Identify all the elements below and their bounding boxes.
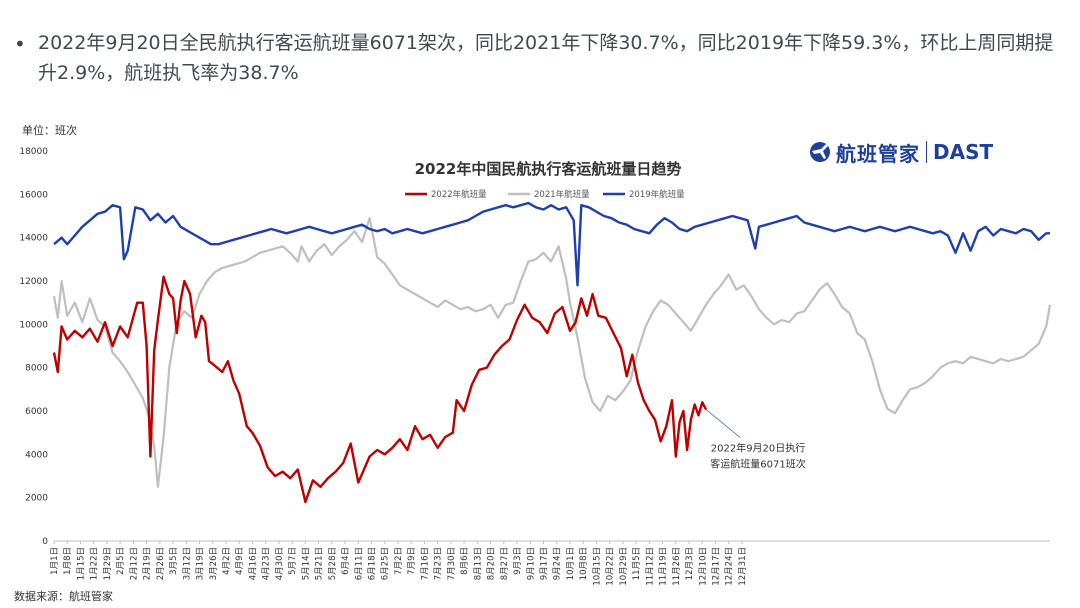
chart-title: 2022年中国民航执行客运航班量日趋势	[415, 160, 682, 178]
x-tick-label: 8月20日	[487, 547, 497, 580]
x-tick-label: 1月22日	[90, 547, 100, 580]
data-source: 数据来源：航班管家	[14, 590, 113, 603]
x-tick-label: 1月8日	[63, 547, 73, 575]
x-tick-label: 4月2日	[222, 547, 232, 575]
data-annotation: 2022年9月20日执行 客运航班量6071班次	[705, 409, 806, 470]
x-tick-label: 5月21日	[315, 547, 325, 580]
x-tick-label: 4月9日	[235, 547, 245, 575]
x-tick-label: 9月24日	[553, 547, 563, 580]
legend-label-s2021: 2021年航班量	[534, 189, 590, 200]
x-tick-label: 12月3日	[685, 547, 695, 580]
x-tick-label: 2月12日	[129, 547, 139, 580]
x-tick-label: 11月5日	[632, 547, 642, 580]
x-tick-label: 12月17日	[711, 547, 721, 586]
x-axis: 1月1日 1月8日 1月15日 1月22日 1月29日 2月5日 2月12日 2月19日 2月2…	[50, 540, 1050, 586]
x-tick-label: 8月27日	[500, 547, 510, 580]
x-tick-label: 10月8日	[579, 547, 589, 580]
x-tick-label: 7月2日	[394, 547, 404, 575]
x-tick-label: 5月14日	[301, 547, 311, 580]
bullet-dot-icon: •	[14, 32, 26, 56]
globe-plane-icon	[810, 142, 830, 162]
x-tick-label: 4月30日	[275, 547, 285, 580]
x-tick-label: 3月5日	[169, 547, 179, 575]
logo-english-text: DAST	[933, 140, 994, 164]
series-layer	[52, 201, 1052, 504]
x-tick-label: 7月23日	[434, 547, 444, 580]
x-tick-label: 12月10日	[698, 547, 708, 586]
logo-divider	[926, 141, 927, 163]
y-tick-label: 2000	[25, 494, 48, 504]
summary-text: 2022年9月20日全民航执行客运航班量6071架次，同比2021年下降30.7…	[38, 32, 1054, 84]
x-tick-label: 11月19日	[659, 547, 669, 586]
y-tick-label: 4000	[25, 450, 48, 460]
x-tick-label: 10月29日	[619, 547, 629, 586]
x-tick-label: 7月9日	[407, 547, 417, 575]
x-tick-label: 11月26日	[672, 547, 682, 586]
x-tick-label: 6月25日	[381, 547, 391, 580]
y-tick-label: 0	[42, 537, 48, 547]
x-tick-label: 3月26日	[209, 547, 219, 580]
x-tick-label: 10月15日	[592, 547, 602, 586]
x-tick-label: 7月16日	[420, 547, 430, 580]
x-tick-label: 6月11日	[354, 547, 364, 580]
legend-label-s2022: 2022年航班量	[431, 189, 487, 200]
line-chart: 2022年中国民航执行客运航班量日趋势 2022年航班量 2021年航班量 2019…	[19, 147, 1052, 586]
x-tick-label: 1月1日	[50, 547, 60, 575]
y-tick-label: 18000	[19, 147, 48, 157]
x-tick-label: 10月1日	[566, 547, 576, 580]
x-tick-label: 9月10日	[526, 547, 536, 580]
x-tick-label: 12月31日	[738, 547, 748, 586]
legend-label-s2019: 2019年航班量	[629, 189, 685, 200]
y-tick-label: 12000	[19, 277, 48, 287]
y-axis: 0 2000 4000 6000 8000 10000 12000 14000 16000 180…	[19, 147, 48, 547]
y-tick-label: 6000	[25, 407, 48, 417]
series-line-s2022	[52, 275, 708, 504]
x-tick-label: 3月12日	[182, 547, 192, 580]
x-tick-label: 4月16日	[248, 547, 258, 580]
chart-container: 单位：班次 航班管家 DAST 2022年中国民航执行客运航班量日趋势 2022…	[0, 118, 1080, 608]
x-tick-label: 7月30日	[447, 547, 457, 580]
annotation-line2: 客运航班量6071班次	[710, 457, 805, 470]
x-tick-label: 9月3日	[513, 547, 523, 575]
series-line-s2021	[52, 217, 1052, 488]
x-tick-label: 11月12日	[645, 547, 655, 586]
x-tick-label: 6月18日	[368, 547, 378, 580]
y-tick-label: 16000	[19, 190, 48, 200]
series-line-s2019	[53, 201, 1050, 287]
y-tick-label: 10000	[19, 320, 48, 330]
x-tick-label: 1月15日	[76, 547, 86, 580]
annotation-line1: 2022年9月20日执行	[711, 441, 806, 454]
y-tick-label: 14000	[19, 234, 48, 244]
logo-chinese-text: 航班管家	[836, 141, 920, 166]
x-tick-label: 2月19日	[143, 547, 153, 580]
chart-legend: 2022年航班量 2021年航班量 2019年航班量	[405, 189, 685, 200]
y-tick-label: 8000	[25, 364, 48, 374]
x-tick-label: 4月23日	[262, 547, 272, 580]
x-tick-label: 1月29日	[103, 547, 113, 580]
x-tick-label: 12月24日	[725, 547, 735, 586]
unit-label: 单位：班次	[22, 124, 77, 137]
x-tick-label: 10月22日	[606, 547, 616, 586]
x-tick-label: 6月4日	[341, 547, 351, 575]
x-tick-label: 9月17日	[539, 547, 549, 580]
x-tick-label: 2月5日	[116, 547, 126, 575]
brand-logo: 航班管家 DAST	[808, 138, 993, 166]
x-tick-label: 2月26日	[156, 547, 166, 580]
x-tick-label: 5月28日	[328, 547, 338, 580]
x-tick-label: 8月13日	[473, 547, 483, 580]
x-tick-label: 8月6日	[460, 547, 470, 575]
annotation-leader-line	[705, 409, 741, 438]
x-tick-label: 5月7日	[288, 547, 298, 575]
x-tick-label: 3月19日	[196, 547, 206, 580]
